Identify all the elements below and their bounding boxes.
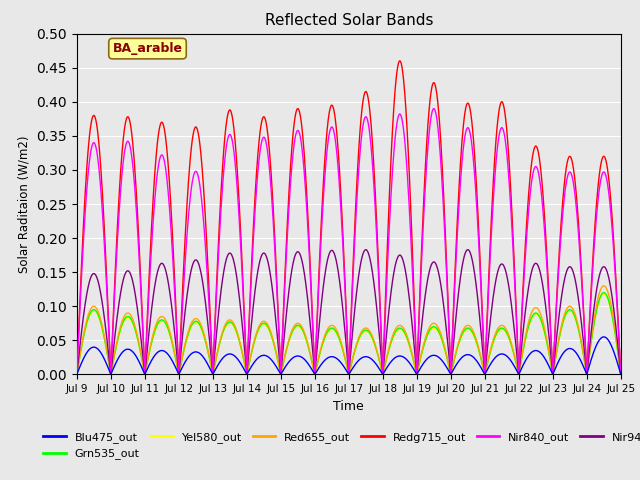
Legend: Blu475_out, Grn535_out, Yel580_out, Red655_out, Redg715_out, Nir840_out, Nir945_: Blu475_out, Grn535_out, Yel580_out, Red6… <box>39 428 640 464</box>
Title: Reflected Solar Bands: Reflected Solar Bands <box>264 13 433 28</box>
Y-axis label: Solar Raditaion (W/m2): Solar Raditaion (W/m2) <box>18 135 31 273</box>
X-axis label: Time: Time <box>333 400 364 413</box>
Text: BA_arable: BA_arable <box>113 42 182 55</box>
